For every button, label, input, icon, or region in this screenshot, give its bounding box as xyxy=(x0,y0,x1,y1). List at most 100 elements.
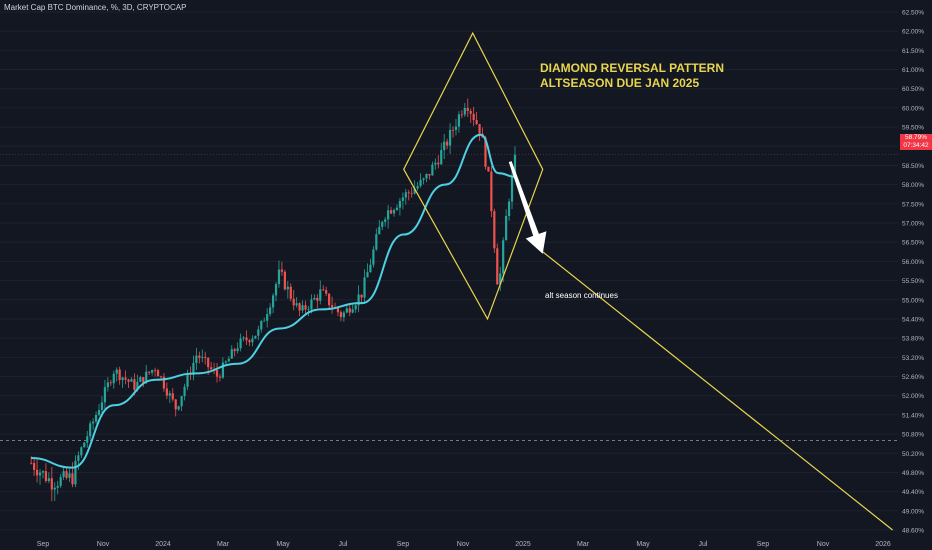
candle-body xyxy=(319,289,322,301)
time-tick-label: Jul xyxy=(699,541,708,548)
candle-body xyxy=(292,298,295,306)
candle-body xyxy=(33,463,36,470)
price-tick-label: 53.80% xyxy=(902,336,924,343)
candle-body xyxy=(271,295,275,308)
candle-body xyxy=(389,210,393,214)
candle-body xyxy=(218,376,222,378)
price-tick-label: 62.50% xyxy=(902,10,924,17)
candle-body xyxy=(269,307,272,315)
price-grid xyxy=(0,11,898,531)
candle-body xyxy=(387,210,390,220)
time-tick-label: 2024 xyxy=(155,541,171,548)
candle-body xyxy=(142,377,145,383)
time-tick-label: Sep xyxy=(757,541,770,548)
time-tick-label: Mar xyxy=(577,541,590,548)
candle-body xyxy=(446,141,449,146)
candle-body xyxy=(301,305,304,311)
candle-body xyxy=(30,462,33,464)
candle-body xyxy=(192,362,195,375)
price-tick-label: 57.00% xyxy=(902,221,924,228)
time-tick-label: 2026 xyxy=(875,541,891,548)
candle-body xyxy=(484,137,487,167)
candle-body xyxy=(466,108,469,111)
price-tick-label: 53.20% xyxy=(902,355,924,362)
candle-body xyxy=(236,348,239,352)
candle-body xyxy=(304,305,307,310)
price-axis[interactable]: 62.50% 62.00% 61.50% 61.00% 60.50% 60.00% 59.5… xyxy=(902,10,924,535)
candle-body xyxy=(148,371,151,373)
candle-body xyxy=(316,297,319,301)
price-tick-label: 56.50% xyxy=(902,240,924,247)
candle-body xyxy=(186,373,189,387)
price-tick-label: 54.40% xyxy=(902,316,924,323)
candle-body xyxy=(437,162,440,165)
candle-body xyxy=(97,410,101,415)
candle-body xyxy=(65,471,68,478)
pattern-title: DIAMOND REVERSAL PATTERN xyxy=(540,61,724,75)
candle-body xyxy=(151,370,154,373)
candle-body xyxy=(59,477,62,486)
time-axis[interactable]: Sep Nov 2024 Mar May Jul Sep Nov 2025 Mar May Jul Se… xyxy=(37,541,891,548)
candle-body xyxy=(156,370,160,377)
candle-body xyxy=(454,126,458,130)
candle-body xyxy=(198,355,201,358)
candle-body xyxy=(375,234,378,250)
candle-body xyxy=(227,358,230,362)
time-tick-label: Nov xyxy=(97,541,110,548)
candle-body xyxy=(328,293,331,306)
time-tick-label: Jul xyxy=(339,541,348,548)
price-tick-label: 61.00% xyxy=(902,67,924,74)
candle-body xyxy=(378,226,381,235)
arrow-down-icon[interactable] xyxy=(508,161,547,254)
candle-body xyxy=(47,478,50,481)
price-tick-label: 62.00% xyxy=(902,29,924,36)
projection-line[interactable] xyxy=(542,251,893,531)
candle-body xyxy=(94,414,98,422)
candle-body xyxy=(257,329,260,336)
price-tick-label: 56.00% xyxy=(902,259,924,266)
candle-body xyxy=(71,473,74,485)
candle-body xyxy=(451,129,455,131)
candle-body xyxy=(204,356,207,358)
candle-body xyxy=(366,272,369,278)
candle-body xyxy=(159,376,163,378)
price-tick-label: 59.50% xyxy=(902,125,924,132)
price-tick-label: 51.40% xyxy=(902,412,924,419)
candle-body xyxy=(121,377,124,381)
price-tick-label: 61.50% xyxy=(902,48,924,55)
candle-body xyxy=(392,209,396,214)
diamond-pattern[interactable] xyxy=(403,31,544,321)
candle-body xyxy=(354,305,357,310)
price-tick-label: 57.50% xyxy=(902,201,924,208)
price-tick-label: 49.40% xyxy=(902,489,924,496)
candle-body xyxy=(499,273,502,285)
candle-body xyxy=(201,356,204,358)
candle-body xyxy=(407,192,410,194)
candle-body xyxy=(398,200,402,208)
candle-body xyxy=(363,277,366,298)
candle-body xyxy=(109,382,112,384)
candle-body xyxy=(419,179,422,186)
candle-body xyxy=(35,469,39,476)
price-tick-label: 50.80% xyxy=(902,432,924,439)
candle-body xyxy=(53,487,56,490)
candle-body xyxy=(103,387,107,403)
price-tick-label: 60.00% xyxy=(902,105,924,112)
horizontal-levels xyxy=(0,153,898,441)
candle-body xyxy=(339,312,343,318)
price-tick-label: 48.60% xyxy=(902,528,924,535)
candle-body xyxy=(384,219,387,222)
candle-body xyxy=(413,188,416,194)
time-tick-label: Sep xyxy=(397,541,410,548)
candle-body xyxy=(89,423,92,437)
candle-body xyxy=(460,114,463,116)
candle-body xyxy=(221,362,225,378)
time-tick-label: May xyxy=(276,541,290,548)
candle-body xyxy=(510,175,514,202)
candle-body xyxy=(92,421,95,424)
candle-body xyxy=(174,399,177,410)
candle-body xyxy=(224,361,227,363)
candle-body xyxy=(404,192,407,198)
time-tick-label: Nov xyxy=(817,541,830,548)
